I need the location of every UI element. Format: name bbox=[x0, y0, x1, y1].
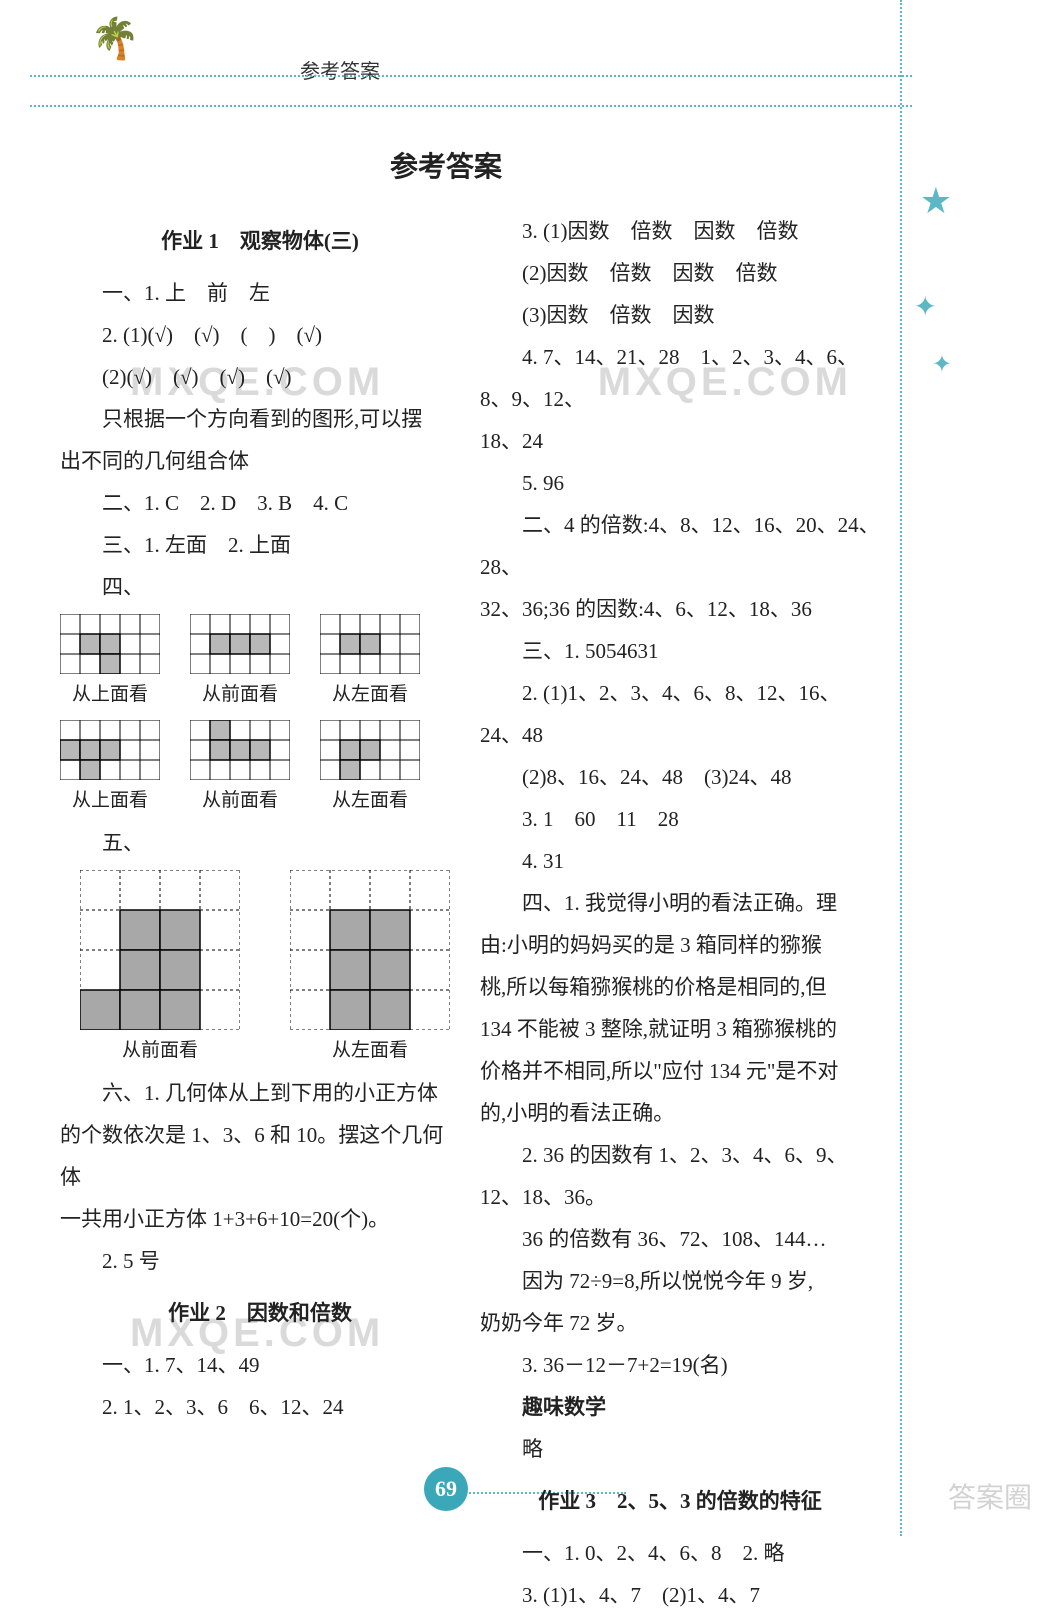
grid-block: 从前面看 bbox=[80, 870, 240, 1070]
text-line: 略 bbox=[480, 1428, 880, 1470]
hw2-title: 作业 2 因数和倍数 bbox=[60, 1292, 460, 1334]
text-line: 36 的倍数有 36、72、108、144… bbox=[480, 1218, 880, 1260]
logo-watermark: 答案圈 bbox=[948, 1476, 1032, 1516]
header-dotted-line-2 bbox=[30, 105, 912, 107]
text-line: 一、1. 上 前 左 bbox=[60, 272, 460, 314]
text-line: (2)因数 倍数 因数 倍数 bbox=[480, 252, 880, 294]
text-line: (2)8、16、24、48 (3)24、48 bbox=[480, 756, 880, 798]
grid-caption: 从上面看 bbox=[60, 676, 160, 714]
grid-svg bbox=[60, 720, 160, 780]
content-columns: 作业 1 观察物体(三) 一、1. 上 前 左 2. (1)(√) (√) ( … bbox=[60, 210, 880, 1616]
grid-row-1: 从上面看 从前面看 从左面看 bbox=[60, 614, 460, 714]
text-line: 一、1. 7、14、49 bbox=[60, 1344, 460, 1386]
text-line: 趣味数学 bbox=[480, 1386, 880, 1428]
star-icon: ✦ bbox=[932, 350, 952, 379]
text-line: 四、 bbox=[60, 566, 460, 608]
text-line: 3. 1 60 11 28 bbox=[480, 798, 880, 840]
grid-caption: 从上面看 bbox=[60, 782, 160, 820]
text-line: 的,小明的看法正确。 bbox=[480, 1092, 880, 1134]
text-line: 18、24 bbox=[480, 420, 880, 462]
text-line: 二、4 的倍数:4、8、12、16、20、24、28、 bbox=[480, 504, 880, 588]
header-label: 参考答案 bbox=[300, 55, 380, 84]
text-line: 二、1. C 2. D 3. B 4. C bbox=[60, 482, 460, 524]
text-line: 32、36;36 的因数:4、6、12、18、36 bbox=[480, 588, 880, 630]
text-line: 三、1. 5054631 bbox=[480, 630, 880, 672]
text-line: 一共用小正方体 1+3+6+10=20(个)。 bbox=[60, 1198, 460, 1240]
text-line: 五、 bbox=[60, 822, 460, 864]
grid-row-2: 从上面看 从前面看 从左面看 bbox=[60, 720, 460, 820]
text-line: 四、1. 我觉得小明的看法正确。理 bbox=[480, 882, 880, 924]
text-line: 一、1. 0、2、4、6、8 2. 略 bbox=[480, 1532, 880, 1574]
grid-block: 从上面看 bbox=[60, 720, 160, 820]
text-line: 3. 36－12－7+2=19(名) bbox=[480, 1344, 880, 1386]
grid-caption: 从前面看 bbox=[190, 676, 290, 714]
text-line: 桃,所以每箱猕猴桃的价格是相同的,但 bbox=[480, 966, 880, 1008]
text-line: (3)因数 倍数 因数 bbox=[480, 294, 880, 336]
grid-svg bbox=[320, 614, 420, 674]
grid-caption: 从左面看 bbox=[290, 1032, 450, 1070]
grid-caption: 从前面看 bbox=[80, 1032, 240, 1070]
grid-svg bbox=[320, 720, 420, 780]
text-line: 2. 1、2、3、6 6、12、24 bbox=[60, 1386, 460, 1428]
text-line: 2. (1)(√) (√) ( ) (√) bbox=[60, 314, 460, 356]
text-line: 2. 5 号 bbox=[60, 1240, 460, 1282]
text-line: 的个数依次是 1、3、6 和 10。摆这个几何体 bbox=[60, 1114, 460, 1198]
page: 🌴 参考答案 ★ ✦ ✦ 参考答案 MXQE.COM MXQE.COM MXQE… bbox=[0, 0, 1052, 1536]
grid-svg bbox=[190, 720, 290, 780]
text-line: 3. (1)1、4、7 (2)1、4、7 bbox=[480, 1574, 880, 1616]
grid-row-big: 从前面看 从左面看 bbox=[80, 870, 460, 1070]
text-line: 因为 72÷9=8,所以悦悦今年 9 岁, bbox=[480, 1260, 880, 1302]
right-column: 3. (1)因数 倍数 因数 倍数 (2)因数 倍数 因数 倍数 (3)因数 倍… bbox=[480, 210, 880, 1616]
grid-block: 从左面看 bbox=[320, 614, 420, 714]
text-line: 价格并不相同,所以"应付 134 元"是不对 bbox=[480, 1050, 880, 1092]
text-line: 2. 36 的因数有 1、2、3、4、6、9、12、18、36。 bbox=[480, 1134, 880, 1218]
grid-block: 从左面看 bbox=[320, 720, 420, 820]
text-line: 4. 31 bbox=[480, 840, 880, 882]
vertical-dotted-line bbox=[900, 0, 902, 1536]
grid-block: 从前面看 bbox=[190, 614, 290, 714]
grid-svg bbox=[60, 614, 160, 674]
text-line: 只根据一个方向看到的图形,可以摆 bbox=[60, 398, 460, 440]
text-line: 三、1. 左面 2. 上面 bbox=[60, 524, 460, 566]
grid-svg bbox=[190, 614, 290, 674]
star-icon: ✦ bbox=[914, 290, 937, 324]
text-line: 由:小明的妈妈买的是 3 箱同样的猕猴 bbox=[480, 924, 880, 966]
grid-svg bbox=[80, 870, 240, 1030]
star-icon: ★ bbox=[920, 180, 952, 222]
text-line: 2. (1)1、2、3、4、6、8、12、16、24、48 bbox=[480, 672, 880, 756]
text-line: 3. (1)因数 倍数 因数 倍数 bbox=[480, 210, 880, 252]
text-line: 六、1. 几何体从上到下用的小正方体 bbox=[60, 1072, 460, 1114]
text-line: 出不同的几何组合体 bbox=[60, 440, 460, 482]
text-line: (2)(√) (√) (√) (√) bbox=[60, 356, 460, 398]
text-line: 奶奶今年 72 岁。 bbox=[480, 1302, 880, 1344]
grid-block: 从前面看 bbox=[190, 720, 290, 820]
page-title: 参考答案 bbox=[0, 145, 892, 185]
page-number-wrap: 69 bbox=[0, 1467, 892, 1511]
header-decoration: 🌴 bbox=[30, 10, 150, 70]
left-column: 作业 1 观察物体(三) 一、1. 上 前 左 2. (1)(√) (√) ( … bbox=[60, 210, 460, 1616]
text-line: 5. 96 bbox=[480, 462, 880, 504]
text-line: 4. 7、14、21、28 1、2、3、4、6、8、9、12、 bbox=[480, 336, 880, 420]
grid-svg bbox=[290, 870, 450, 1030]
text-line: 134 不能被 3 整除,就证明 3 箱猕猴桃的 bbox=[480, 1008, 880, 1050]
grid-caption: 从左面看 bbox=[320, 676, 420, 714]
hw1-title: 作业 1 观察物体(三) bbox=[60, 220, 460, 262]
header-dotted-line bbox=[30, 75, 912, 77]
page-number: 69 bbox=[424, 1467, 468, 1511]
grid-block: 从左面看 bbox=[290, 870, 450, 1070]
grid-caption: 从前面看 bbox=[190, 782, 290, 820]
grid-caption: 从左面看 bbox=[320, 782, 420, 820]
grid-block: 从上面看 bbox=[60, 614, 160, 714]
palm-icon: 🌴 bbox=[90, 15, 140, 62]
